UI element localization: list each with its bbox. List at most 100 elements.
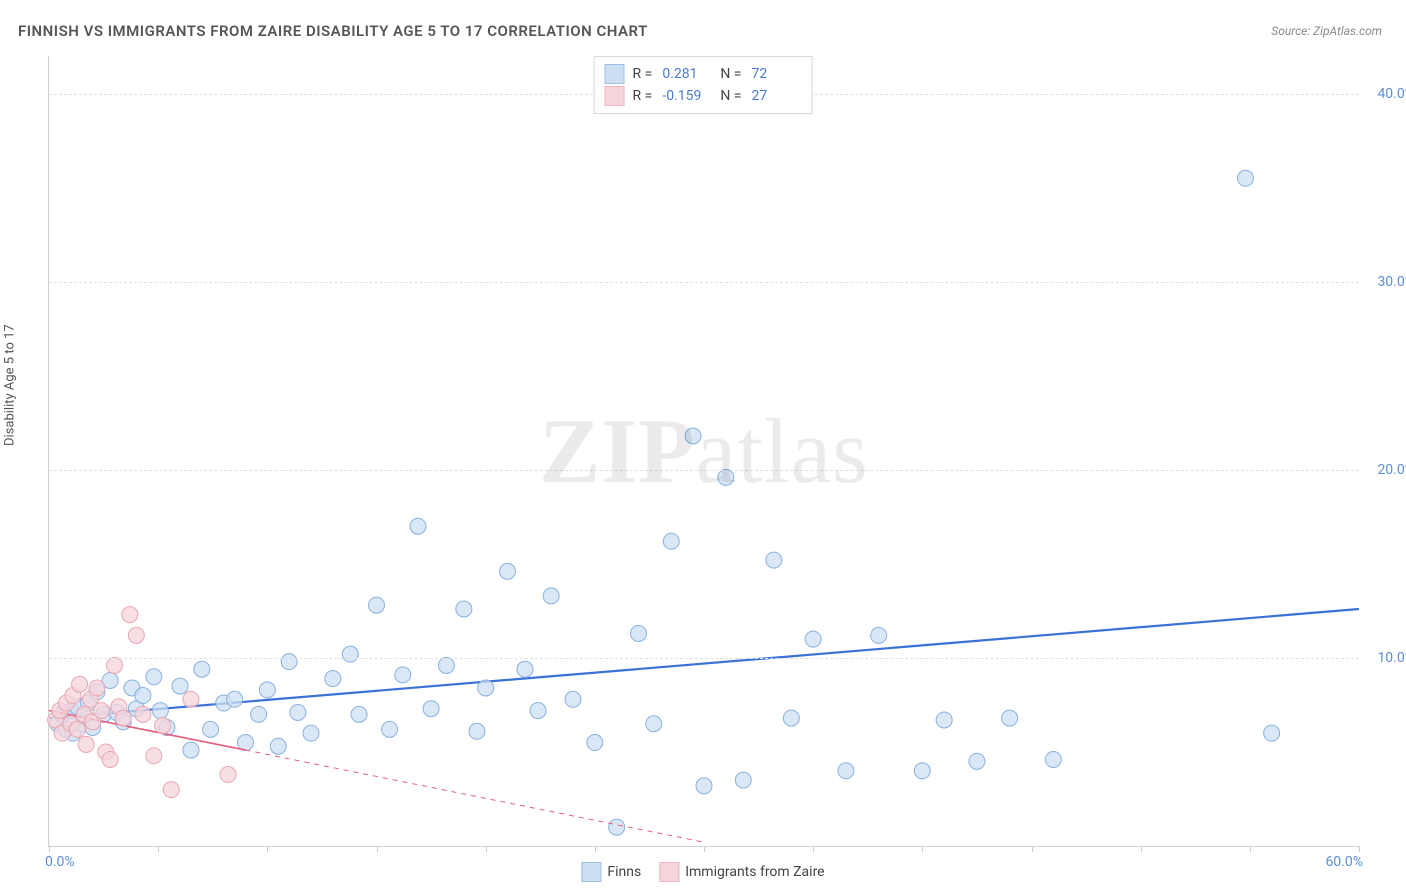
x-tick — [1359, 846, 1360, 852]
data-point — [152, 703, 168, 719]
data-point — [783, 710, 799, 726]
data-point — [220, 767, 236, 783]
data-point — [69, 721, 85, 737]
legend-n-label: N = — [720, 66, 741, 82]
data-point — [342, 646, 358, 662]
legend-series-item: Immigrants from Zaire — [659, 862, 824, 882]
y-tick-label: 30.0% — [1365, 274, 1406, 290]
data-point — [718, 469, 734, 485]
data-point — [565, 691, 581, 707]
data-point — [1237, 170, 1253, 186]
data-point — [146, 748, 162, 764]
legend-r-label: R = — [633, 66, 653, 82]
data-point — [936, 712, 952, 728]
x-tick — [704, 846, 705, 852]
legend-row: R = 0.281 N = 72 — [605, 63, 802, 85]
source-credit: Source: ZipAtlas.com — [1271, 24, 1382, 38]
data-point — [530, 703, 546, 719]
data-point — [135, 688, 151, 704]
data-point — [1045, 751, 1061, 767]
y-tick-label: 20.0% — [1365, 462, 1406, 478]
legend-n-value: 27 — [751, 88, 801, 104]
data-point — [122, 607, 138, 623]
x-tick — [49, 846, 50, 852]
data-point — [369, 597, 385, 613]
data-point — [410, 518, 426, 534]
x-tick-label: 0.0% — [45, 854, 75, 870]
data-point — [115, 710, 131, 726]
data-point — [251, 706, 267, 722]
data-point — [663, 533, 679, 549]
data-point — [838, 763, 854, 779]
data-point — [696, 778, 712, 794]
x-tick — [595, 846, 596, 852]
x-tick-label: 60.0% — [1325, 854, 1363, 870]
data-point — [107, 657, 123, 673]
x-tick — [486, 846, 487, 852]
legend-swatch — [581, 862, 601, 882]
data-point — [456, 601, 472, 617]
data-point — [735, 772, 751, 788]
data-point — [259, 682, 275, 698]
data-point — [183, 742, 199, 758]
y-tick-label: 40.0% — [1365, 86, 1406, 102]
data-point — [469, 723, 485, 739]
data-point — [102, 751, 118, 767]
data-point — [500, 563, 516, 579]
legend-series: Finns Immigrants from Zaire — [581, 862, 824, 882]
data-point — [270, 738, 286, 754]
legend-swatch — [659, 862, 679, 882]
gridline — [49, 658, 1359, 659]
data-point — [135, 706, 151, 722]
legend-series-label: Immigrants from Zaire — [685, 864, 824, 880]
data-point — [805, 631, 821, 647]
data-point — [93, 703, 109, 719]
x-tick — [1250, 846, 1251, 852]
data-point — [587, 735, 603, 751]
data-point — [438, 657, 454, 673]
legend-n-label: N = — [720, 88, 741, 104]
x-tick — [1141, 846, 1142, 852]
legend-n-value: 72 — [751, 66, 801, 82]
y-tick-label: 10.0% — [1365, 650, 1406, 666]
data-point — [183, 691, 199, 707]
data-point — [969, 753, 985, 769]
data-point — [478, 680, 494, 696]
data-point — [325, 671, 341, 687]
data-point — [685, 428, 701, 444]
x-tick — [813, 846, 814, 852]
data-point — [194, 661, 210, 677]
scatter-svg — [49, 56, 1359, 846]
data-point — [766, 552, 782, 568]
y-axis-label: Disability Age 5 to 17 — [3, 324, 18, 446]
data-point — [203, 721, 219, 737]
x-tick — [377, 846, 378, 852]
legend-series-item: Finns — [581, 862, 641, 882]
legend-correlation-box: R = 0.281 N = 72R = -0.159 N = 27 — [594, 56, 813, 114]
data-point — [423, 701, 439, 717]
legend-swatch — [605, 64, 625, 84]
data-point — [1002, 710, 1018, 726]
x-tick — [267, 846, 268, 852]
data-point — [146, 669, 162, 685]
legend-r-value: -0.159 — [662, 88, 712, 104]
x-tick — [1032, 846, 1033, 852]
data-point — [155, 718, 171, 734]
gridline — [49, 470, 1359, 471]
data-point — [351, 706, 367, 722]
data-point — [281, 654, 297, 670]
data-point — [646, 716, 662, 732]
trendline — [49, 609, 1359, 718]
data-point — [172, 678, 188, 694]
legend-row: R =-0.159N =27 — [605, 85, 802, 107]
data-point — [128, 627, 144, 643]
data-point — [395, 667, 411, 683]
legend-r-value: 0.281 — [662, 66, 712, 82]
data-point — [871, 627, 887, 643]
chart-title: FINNISH VS IMMIGRANTS FROM ZAIRE DISABIL… — [18, 22, 648, 40]
data-point — [543, 588, 559, 604]
data-point — [609, 819, 625, 835]
data-point — [914, 763, 930, 779]
x-tick — [158, 846, 159, 852]
data-point — [163, 782, 179, 798]
